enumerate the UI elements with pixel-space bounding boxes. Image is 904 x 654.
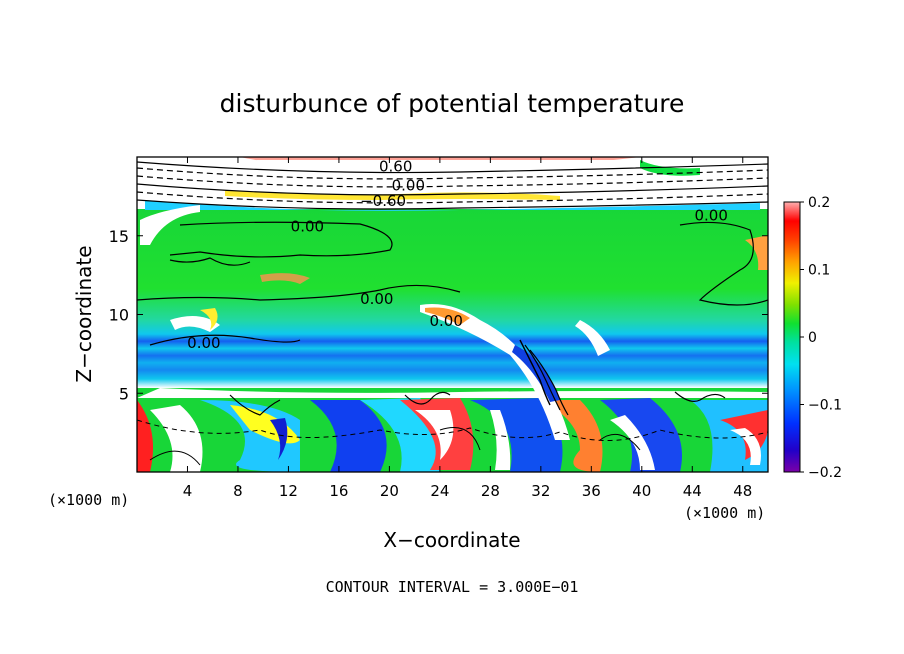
contour-label: 0.00 [429,312,462,330]
x-tick-label: 16 [329,482,348,500]
colorbar-gradient [783,201,801,473]
x-unit-left: (×1000 m) [48,491,129,509]
y-tick-label: 5 [119,384,129,403]
contour-label: 0.00 [360,290,393,308]
contour-label-layer: 0.600.00−0.600.000.000.000.000.00 [187,157,728,351]
contour-interval-note: CONTOUR INTERVAL = 3.000E−01 [326,578,579,596]
colorbar-tick-label: 0.2 [808,195,830,211]
y-axis: 5 10 15 [109,227,768,403]
color-field-main-band [137,208,768,388]
chart-title: disturbunce of potential temperature [220,89,685,118]
upper-layer-patches [137,157,768,211]
contour-label: 0.00 [695,206,728,224]
colorbar-tick-label: −0.2 [808,465,842,481]
x-axis-title: X−coordinate [383,528,520,552]
x-tick-label: 48 [733,482,752,500]
x-tick-label: 28 [481,482,500,500]
contour-lines [137,161,768,466]
contour-label: 0.00 [187,334,220,352]
x-tick-label: 32 [531,482,550,500]
plot-area: 0.600.00−0.600.000.000.000.000.00 [137,157,768,472]
contour-label: −0.60 [360,192,406,210]
colorbar: 0.2 0.1 0 −0.1 −0.2 [783,195,842,481]
x-axis: 4 8 12 16 20 24 28 32 36 40 44 48 [183,157,752,500]
x-tick-label: 24 [430,482,449,500]
y-tick-label: 15 [109,227,129,246]
mid-level-patches [140,205,768,440]
x-tick-label: 4 [183,482,193,500]
x-tick-label: 12 [279,482,298,500]
colorbar-tick-label: 0.1 [808,263,830,279]
x-tick-label: 8 [233,482,243,500]
colorbar-tick-label: 0 [808,330,817,346]
colorbar-tick-label: −0.1 [808,398,842,414]
contour-label: 0.00 [392,176,425,194]
lower-layer-patches [137,388,768,472]
contour-label: 0.60 [379,157,412,175]
x-unit-right: (×1000 m) [684,504,765,522]
contour-label: 0.00 [291,217,324,235]
colorbar-ticks: 0.2 0.1 0 −0.1 −0.2 [800,195,842,481]
y-axis-title: Z−coordinate [72,245,96,382]
x-tick-label: 20 [380,482,399,500]
x-tick-label: 36 [582,482,601,500]
y-tick-label: 10 [109,306,129,325]
x-tick-label: 40 [632,482,651,500]
x-tick-label: 44 [683,482,702,500]
